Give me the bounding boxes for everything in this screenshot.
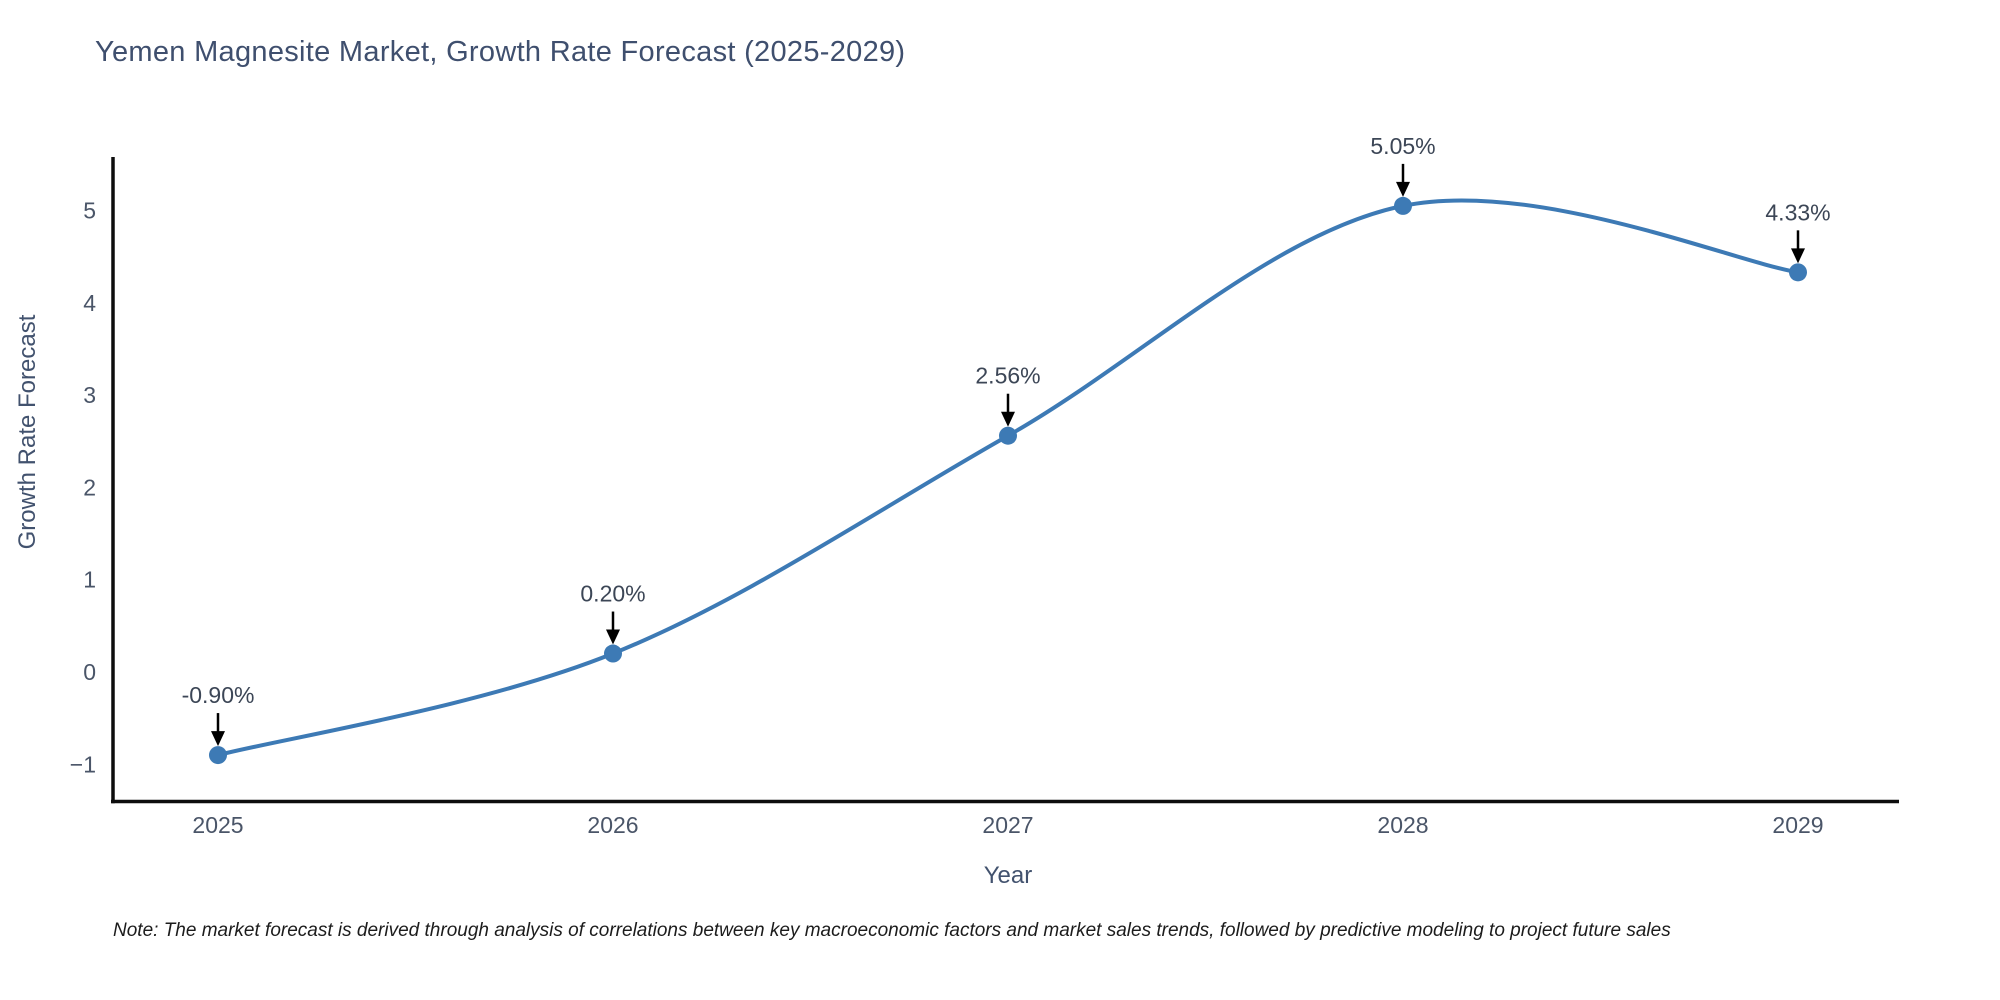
data-point-marker xyxy=(209,746,227,765)
x-tick-label: 2029 xyxy=(1772,812,1823,838)
x-axis-title: Year xyxy=(983,862,1033,889)
annotation-arrowhead xyxy=(1396,181,1410,197)
data-point-marker xyxy=(604,644,622,663)
data-point-label: 0.20% xyxy=(580,581,645,607)
annotation-arrowhead xyxy=(606,629,620,645)
data-point-marker xyxy=(1394,196,1412,215)
y-tick-label: −1 xyxy=(70,751,96,777)
y-tick-label: 2 xyxy=(83,474,96,500)
x-tick-label: 2026 xyxy=(587,812,638,838)
y-axis-title: Growth Rate Forecast xyxy=(14,314,41,550)
x-tick-label: 2028 xyxy=(1377,812,1428,838)
annotation-arrowhead xyxy=(211,731,225,747)
forecast-line xyxy=(217,198,1799,758)
data-point-label: 2.56% xyxy=(975,363,1040,389)
data-point-label: 4.33% xyxy=(1765,199,1830,225)
data-point-label: 5.05% xyxy=(1370,133,1435,159)
data-point-marker xyxy=(1789,263,1807,282)
x-tick-label: 2025 xyxy=(192,812,243,838)
y-tick-label: 0 xyxy=(83,659,96,685)
annotation-arrowhead xyxy=(1001,411,1015,427)
chart-title: Yemen Magnesite Market, Growth Rate Fore… xyxy=(95,36,906,68)
y-tick-label: 3 xyxy=(83,382,96,408)
y-tick-label: 4 xyxy=(83,290,96,316)
annotation-arrowhead xyxy=(1791,248,1805,264)
data-point-label: -0.90% xyxy=(182,682,255,708)
data-point-marker xyxy=(999,426,1017,445)
x-tick-label: 2027 xyxy=(982,812,1033,838)
y-tick-label: 5 xyxy=(83,198,96,224)
y-tick-label: 1 xyxy=(83,567,96,593)
footnote: Note: The market forecast is derived thr… xyxy=(113,920,1671,941)
